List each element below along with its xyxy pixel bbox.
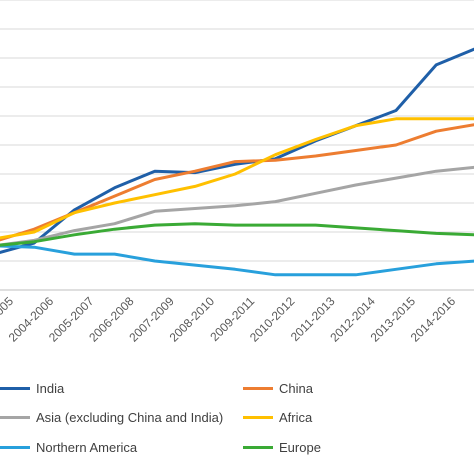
line-chart: 3-20052004-20062005-20072006-20082007-20… — [0, 0, 474, 345]
series-line-northern-america — [0, 244, 474, 277]
legend-label: Europe — [279, 439, 321, 455]
legend-swatch — [0, 445, 30, 449]
legend-item: China — [243, 379, 313, 397]
legend-label: Asia (excluding China and India) — [36, 409, 224, 425]
legend-item: Asia (excluding China and India) — [0, 408, 223, 426]
series-line-india — [0, 47, 474, 254]
legend-swatch — [0, 415, 30, 419]
legend-item: Europe — [243, 438, 321, 456]
legend-label: Northern America — [36, 439, 138, 455]
legend-label: Africa — [279, 409, 313, 425]
legend-item: India — [0, 379, 64, 397]
legend-label: India — [36, 380, 65, 396]
x-tick-label: 3-2005 — [0, 294, 16, 331]
series-line-africa — [0, 117, 474, 240]
legend-label: China — [279, 380, 313, 396]
legend-swatch — [243, 445, 273, 449]
legend-swatch — [0, 386, 30, 390]
series-line-asia-excluding-china-and-india — [0, 165, 474, 247]
legend: India China Asia (excluding China and Indi… — [0, 365, 474, 474]
legend-item: Northern America — [0, 438, 137, 456]
legend-swatch — [243, 386, 273, 390]
series-line-europe — [0, 222, 474, 247]
legend-item: Africa — [243, 408, 312, 426]
legend-swatch — [243, 415, 273, 419]
